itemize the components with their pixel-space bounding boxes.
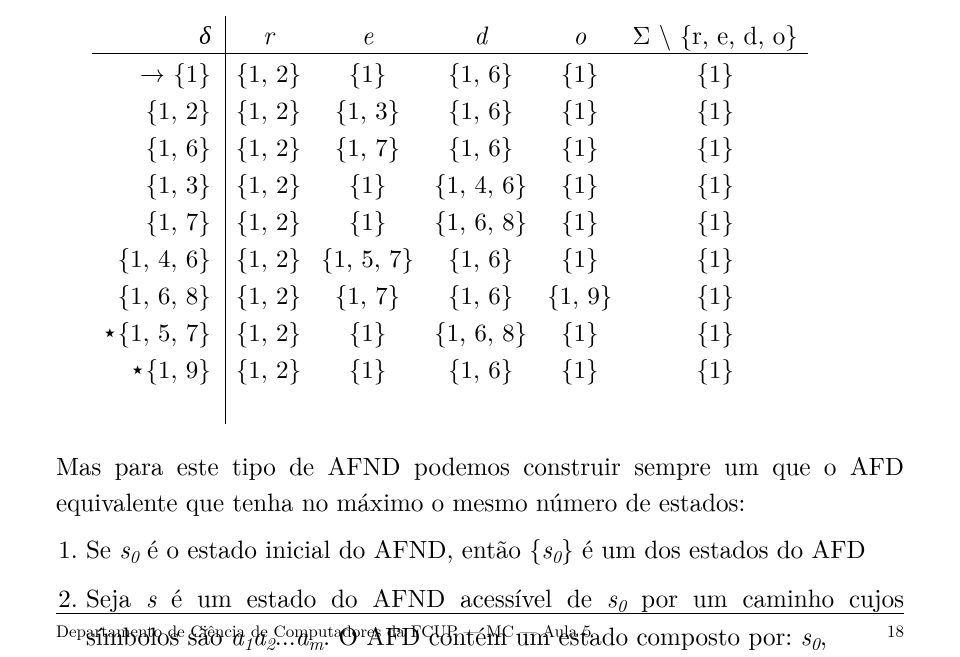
footer: Departamento de Ciência de Computadores … [56, 613, 904, 642]
table-row: ⋆{1, 5, 7} {1, 2} {1} {1, 6, 8} {1} {1} [92, 313, 808, 350]
table-row: {1, 2} {1, 2} {1, 3} {1, 6} {1} {1} [92, 91, 808, 128]
text: é um dos estados do AFD [574, 531, 866, 566]
state-cell: {1, 6} [92, 128, 225, 165]
cell: {1, 4, 6} [424, 165, 537, 202]
table-row: {1, 6} {1, 2} {1, 7} {1, 6} {1} {1} [92, 128, 808, 165]
transition-table: δ r e d o Σ \ {r, e, d, o} → {1} {1, 2} … [92, 16, 808, 424]
cell: {1, 2} [225, 202, 311, 239]
table-row: {1, 7} {1, 2} {1} {1, 6, 8} {1} {1} [92, 202, 808, 239]
cell: {1, 2} [225, 91, 311, 128]
cell: {1, 6} [424, 350, 537, 387]
cell: {1, 2} [225, 313, 311, 350]
cell: {1} [537, 54, 622, 92]
footer-left: Departamento de Ciência de Computadores … [56, 618, 591, 642]
state-cell: ⋆{1, 9} [92, 350, 225, 387]
empty-cell [92, 387, 225, 424]
cell: {1, 6} [424, 128, 537, 165]
cell: {1} [622, 350, 807, 387]
state-cell: ⋆{1, 5, 7} [92, 313, 225, 350]
cell: {1} [537, 128, 622, 165]
cell: {1} [537, 165, 622, 202]
cell: {1, 6} [424, 239, 537, 276]
math-s0: s0 [119, 531, 138, 566]
text: Seja [86, 580, 146, 615]
col-header-o: o [537, 16, 622, 54]
cell: {1, 2} [225, 239, 311, 276]
cell: {1} [537, 239, 622, 276]
col-header-sigma: Σ \ {r, e, d, o} [622, 16, 807, 54]
math-s: s [146, 580, 156, 615]
cell: {1, 3} [311, 91, 424, 128]
paragraph: Mas para este tipo de AFND podemos const… [56, 448, 904, 519]
cell: {1, 2} [225, 350, 311, 387]
cell: {1} [311, 202, 424, 239]
cell: {1, 6, 8} [424, 202, 537, 239]
col-header-r: r [225, 16, 311, 54]
text: Se [86, 531, 119, 566]
cell: {1} [622, 202, 807, 239]
table-row: {1, 3} {1, 2} {1} {1, 4, 6} {1} {1} [92, 165, 808, 202]
cell: {1, 2} [225, 276, 311, 313]
state-cell: {1, 3} [92, 165, 225, 202]
cell: {1, 6} [424, 276, 537, 313]
col-header-e: e [311, 16, 424, 54]
cell: {1} [311, 350, 424, 387]
cell: {1, 5, 7} [311, 239, 424, 276]
table-row: → {1} {1, 2} {1} {1, 6} {1} {1} [92, 54, 808, 92]
table-row: {1, 4, 6} {1, 2} {1, 5, 7} {1, 6} {1} {1… [92, 239, 808, 276]
cell: {1, 2} [225, 54, 311, 92]
col-header-delta: δ [92, 16, 225, 54]
cell: {1} [537, 313, 622, 350]
cell: {1} [622, 276, 807, 313]
cell: {1, 6} [424, 54, 537, 92]
text: é um estado do AFND acessível de [156, 580, 607, 615]
state-cell: {1, 7} [92, 202, 225, 239]
cell: {1} [622, 313, 807, 350]
cell: {1} [537, 91, 622, 128]
math-s0: s0 [607, 580, 626, 615]
cell: {1, 9} [537, 276, 622, 313]
table-header-row: δ r e d o Σ \ {r, e, d, o} [92, 16, 808, 54]
cell: {1} [537, 202, 622, 239]
cell: {1} [622, 91, 807, 128]
table-row-empty [92, 387, 808, 424]
cell: {1} [311, 165, 424, 202]
cell: {1} [311, 313, 424, 350]
cell: {1, 7} [311, 128, 424, 165]
cell: {1, 6, 8} [424, 313, 537, 350]
state-cell: {1, 4, 6} [92, 239, 225, 276]
cell: {1} [622, 239, 807, 276]
cell: {1} [537, 350, 622, 387]
cell: {1} [311, 54, 424, 92]
footer-page-number: 18 [887, 618, 904, 642]
list-item: Se s0 é o estado inicial do AFND, então … [86, 531, 904, 570]
page: δ r e d o Σ \ {r, e, d, o} → {1} {1, 2} … [0, 0, 960, 656]
cell: {1, 6} [424, 91, 537, 128]
math-set-s0: {s0} [529, 531, 573, 566]
table-row: {1, 6, 8} {1, 2} {1, 7} {1, 6} {1, 9} {1… [92, 276, 808, 313]
cell: {1, 2} [225, 128, 311, 165]
cell: {1, 2} [225, 165, 311, 202]
state-cell: {1, 2} [92, 91, 225, 128]
text: é o estado inicial do AFND, então [139, 531, 529, 566]
state-cell: {1, 6, 8} [92, 276, 225, 313]
cell: {1} [622, 54, 807, 92]
cell: {1} [622, 165, 807, 202]
col-header-d: d [424, 16, 537, 54]
cell: {1} [622, 128, 807, 165]
cell: {1, 7} [311, 276, 424, 313]
state-cell: → {1} [92, 54, 225, 92]
table-row: ⋆{1, 9} {1, 2} {1} {1, 6} {1} {1} [92, 350, 808, 387]
